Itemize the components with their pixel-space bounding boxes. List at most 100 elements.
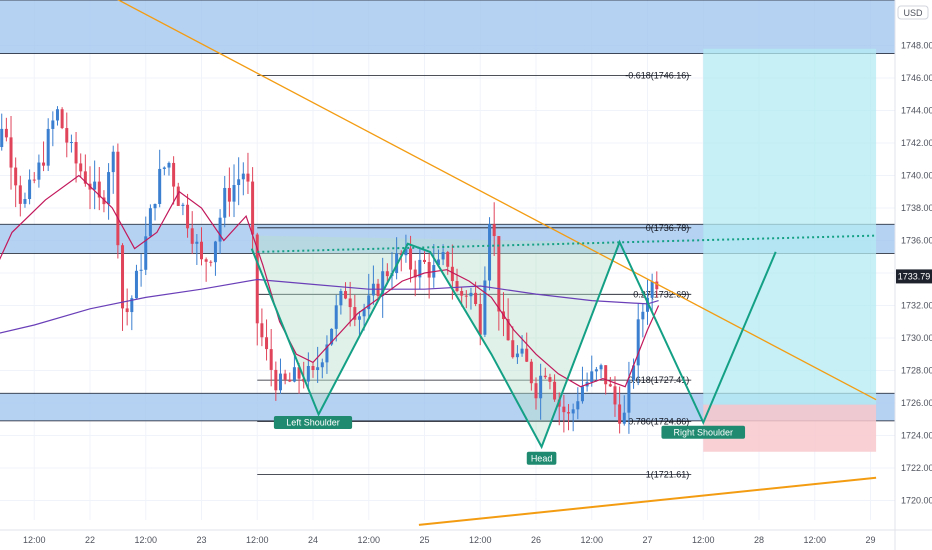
candle-up bbox=[520, 348, 524, 354]
candle-down bbox=[478, 304, 482, 335]
time-tick: 12:00 bbox=[246, 535, 269, 545]
currency-box bbox=[897, 5, 929, 20]
fib-label: 0(1736.78) bbox=[646, 223, 690, 233]
candle-up bbox=[334, 305, 338, 329]
candle-down bbox=[283, 373, 287, 380]
candle-up bbox=[167, 162, 171, 168]
candle-down bbox=[65, 128, 69, 143]
candle-up bbox=[37, 162, 41, 180]
price-tick: 1736.00 bbox=[901, 236, 932, 246]
moving-averages bbox=[0, 174, 660, 388]
candle-down bbox=[246, 173, 250, 182]
candle-up bbox=[627, 380, 631, 413]
ema-slow-line bbox=[0, 278, 659, 334]
candle-up bbox=[325, 344, 329, 363]
candle-down bbox=[18, 185, 22, 204]
candle-up bbox=[418, 259, 422, 278]
pattern-area bbox=[251, 235, 620, 447]
candle-down bbox=[176, 186, 180, 206]
target-box bbox=[703, 48, 877, 405]
candle-up bbox=[306, 365, 310, 382]
candle-up bbox=[367, 295, 371, 310]
candle-up bbox=[515, 353, 519, 358]
candle-down bbox=[348, 298, 352, 308]
right-shoulder-label-bg bbox=[661, 425, 746, 439]
candle-down bbox=[474, 292, 478, 305]
candle-down bbox=[186, 204, 190, 229]
time-tick: 12:00 bbox=[134, 535, 157, 545]
candle-up bbox=[404, 248, 408, 256]
price-tick: 1730.00 bbox=[901, 333, 932, 343]
candle-up bbox=[622, 412, 626, 424]
price-tick: 1744.00 bbox=[901, 106, 932, 116]
candle-down bbox=[190, 228, 194, 244]
candle-up bbox=[144, 236, 148, 270]
candle-up bbox=[162, 167, 166, 169]
candle-up bbox=[93, 181, 97, 190]
candle-down bbox=[618, 404, 622, 424]
candle-down bbox=[506, 319, 510, 341]
candle-up bbox=[69, 141, 73, 143]
candle-down bbox=[265, 337, 269, 350]
candle-up bbox=[241, 173, 245, 180]
candle-down bbox=[604, 365, 608, 385]
candle-up bbox=[23, 199, 27, 204]
neckline bbox=[257, 234, 877, 253]
candle-down bbox=[79, 163, 83, 172]
candle-up bbox=[0, 128, 4, 148]
candle-down bbox=[655, 281, 659, 290]
candle-up bbox=[181, 204, 185, 206]
candle-up bbox=[539, 375, 543, 399]
candle-down bbox=[427, 262, 431, 278]
candle-up bbox=[580, 386, 584, 402]
head-and-shoulders-pattern[interactable] bbox=[250, 239, 777, 450]
fib-label: 0.618(1727.41) bbox=[628, 375, 689, 385]
candle-up bbox=[213, 241, 217, 263]
candles[interactable] bbox=[0, 106, 659, 434]
candle-up bbox=[278, 373, 282, 391]
price-tick: 1724.00 bbox=[901, 431, 932, 441]
candle-down bbox=[288, 379, 292, 382]
currency-label: USD bbox=[903, 8, 923, 18]
candle-down bbox=[353, 307, 357, 320]
time-tick: 28 bbox=[754, 535, 764, 545]
candle-up bbox=[55, 109, 59, 121]
price-tick: 1720.00 bbox=[901, 496, 932, 506]
time-tick: 27 bbox=[642, 535, 652, 545]
trendlines[interactable] bbox=[112, 0, 877, 526]
candle-down bbox=[274, 369, 278, 391]
candle-up bbox=[330, 328, 334, 345]
candle-up bbox=[46, 128, 50, 166]
candle-down bbox=[83, 171, 87, 184]
fib-label: 1(1721.61) bbox=[646, 469, 690, 479]
zone-band bbox=[0, 0, 895, 54]
candle-down bbox=[60, 109, 64, 129]
candle-down bbox=[116, 151, 120, 246]
candle-down bbox=[543, 375, 547, 378]
candle-up bbox=[436, 259, 440, 266]
time-tick: 29 bbox=[865, 535, 875, 545]
candle-down bbox=[455, 281, 459, 292]
candle-down bbox=[172, 162, 176, 187]
candle-down bbox=[567, 412, 571, 414]
last-price-tag bbox=[896, 269, 932, 284]
time-tick: 26 bbox=[531, 535, 541, 545]
candle-down bbox=[511, 340, 515, 358]
candle-up bbox=[223, 187, 227, 218]
candle-up bbox=[218, 217, 222, 242]
candle-down bbox=[227, 187, 231, 202]
candle-up bbox=[316, 367, 320, 371]
candle-down bbox=[97, 181, 101, 198]
candle-up bbox=[632, 365, 636, 381]
time-tick: 25 bbox=[419, 535, 429, 545]
price-tick: 1748.00 bbox=[901, 41, 932, 51]
candle-down bbox=[74, 141, 78, 164]
candle-down bbox=[413, 269, 417, 278]
head-label-bg bbox=[526, 451, 557, 465]
candle-up bbox=[237, 179, 241, 186]
candle-down bbox=[14, 167, 18, 186]
candle-up bbox=[483, 280, 487, 335]
candle-down bbox=[548, 377, 552, 382]
